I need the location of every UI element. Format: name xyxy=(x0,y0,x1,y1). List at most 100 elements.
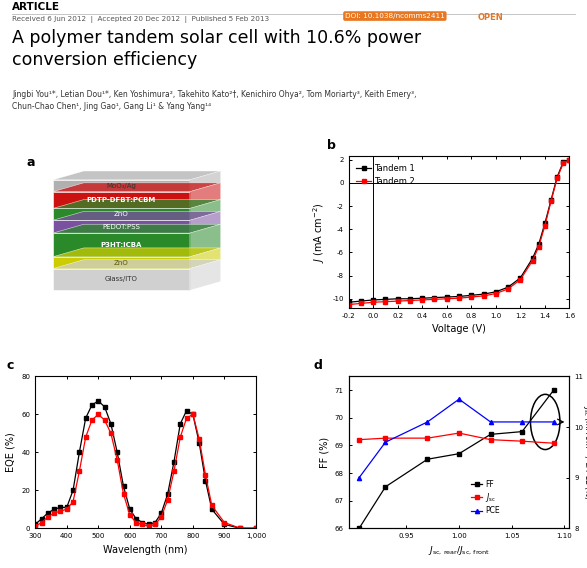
Polygon shape xyxy=(53,257,190,269)
Polygon shape xyxy=(53,224,221,233)
Y-axis label: $J$ (mA cm$^{-2}$): $J$ (mA cm$^{-2}$) xyxy=(311,202,327,262)
Polygon shape xyxy=(190,199,221,220)
$J_\mathrm{sc}$ xyxy=(550,440,557,446)
Tandem 2 xyxy=(370,299,377,306)
Polygon shape xyxy=(190,183,221,208)
Polygon shape xyxy=(53,183,221,191)
Y-axis label: $J_\mathrm{sc}$ (mA cm$^{-2}$) & PCE (%): $J_\mathrm{sc}$ (mA cm$^{-2}$) & PCE (%) xyxy=(580,404,587,500)
Y-axis label: EQE (%): EQE (%) xyxy=(6,432,16,472)
Tandem 1 xyxy=(456,293,463,300)
$J_\mathrm{sc}$ xyxy=(382,435,389,441)
$J_\mathrm{sc}$ xyxy=(424,435,431,441)
Tandem 2 xyxy=(505,286,512,293)
PCE xyxy=(382,439,389,446)
Tandem 2 xyxy=(480,293,487,299)
Text: d: d xyxy=(313,359,322,372)
Legend: Tandem 1, Tandem 2: Tandem 1, Tandem 2 xyxy=(353,160,419,189)
Polygon shape xyxy=(53,171,221,180)
PCE xyxy=(356,474,363,481)
Line: Tandem 2: Tandem 2 xyxy=(347,158,571,306)
Tandem 1 xyxy=(560,158,567,165)
Tandem 1 xyxy=(468,292,475,299)
PCE xyxy=(518,419,525,425)
Tandem 2 xyxy=(357,300,365,307)
Tandem 2 xyxy=(560,160,567,166)
Tandem 1 xyxy=(548,197,555,204)
X-axis label: $J_\mathrm{sc,\,rear}/J_\mathrm{sc,\,front}$: $J_\mathrm{sc,\,rear}/J_\mathrm{sc,\,fro… xyxy=(428,545,490,557)
Tandem 1 xyxy=(394,295,402,302)
Tandem 1 xyxy=(535,241,542,248)
Tandem 2 xyxy=(548,198,555,205)
Text: b: b xyxy=(326,139,335,152)
Text: OPEN: OPEN xyxy=(478,13,504,22)
Polygon shape xyxy=(190,260,221,290)
Tandem 1 xyxy=(370,296,377,303)
Tandem 2 xyxy=(468,294,475,300)
FF xyxy=(456,450,463,457)
$J_\mathrm{sc}$ xyxy=(487,436,494,443)
Tandem 1 xyxy=(357,298,365,304)
Polygon shape xyxy=(53,220,190,233)
Text: MoO₃/Ag: MoO₃/Ag xyxy=(106,183,136,189)
PCE xyxy=(487,419,494,425)
Polygon shape xyxy=(53,269,190,290)
Tandem 1 xyxy=(480,291,487,298)
Text: ARTICLE: ARTICLE xyxy=(12,2,60,12)
FF xyxy=(356,525,363,532)
Text: A polymer tandem solar cell with 10.6% power
conversion efficiency: A polymer tandem solar cell with 10.6% p… xyxy=(12,29,421,69)
Polygon shape xyxy=(190,211,221,233)
Text: ZnO: ZnO xyxy=(114,211,129,218)
Text: c: c xyxy=(6,359,14,372)
Tandem 2 xyxy=(517,276,524,283)
Tandem 2 xyxy=(419,296,426,303)
Tandem 2 xyxy=(554,175,561,182)
FF xyxy=(424,456,431,462)
Text: P3HT:ICBA: P3HT:ICBA xyxy=(100,242,142,248)
Tandem 1 xyxy=(554,174,561,181)
Tandem 2 xyxy=(456,295,463,302)
Text: Jingbi You¹*, Letian Dou¹*, Ken Yoshimura², Takehito Kato²†, Kenichiro Ohya², To: Jingbi You¹*, Letian Dou¹*, Ken Yoshimur… xyxy=(12,90,417,111)
Text: DOI: 10.1038/ncomms2411: DOI: 10.1038/ncomms2411 xyxy=(345,13,445,19)
Line: Tandem 1: Tandem 1 xyxy=(347,158,571,304)
Text: PEDOT:PSS: PEDOT:PSS xyxy=(102,224,140,229)
$J_\mathrm{sc}$ xyxy=(518,438,525,445)
Text: a: a xyxy=(26,156,35,169)
Text: ZnO: ZnO xyxy=(114,260,129,266)
Tandem 1 xyxy=(382,296,389,303)
Tandem 2 xyxy=(406,297,413,304)
Tandem 2 xyxy=(492,290,500,297)
Text: Received 6 Jun 2012  |  Accepted 20 Dec 2012  |  Published 5 Feb 2013: Received 6 Jun 2012 | Accepted 20 Dec 20… xyxy=(12,16,269,23)
Polygon shape xyxy=(53,233,190,257)
Tandem 1 xyxy=(419,295,426,302)
Text: PDTP-DFBT:PCBM: PDTP-DFBT:PCBM xyxy=(87,197,156,203)
Polygon shape xyxy=(53,208,190,220)
Tandem 2 xyxy=(431,296,438,303)
Tandem 2 xyxy=(394,298,402,304)
Tandem 1 xyxy=(406,295,413,302)
Tandem 2 xyxy=(443,295,450,302)
Polygon shape xyxy=(190,224,221,257)
Y-axis label: FF (%): FF (%) xyxy=(319,437,329,468)
Line: $J_\mathrm{sc}$: $J_\mathrm{sc}$ xyxy=(357,431,556,445)
Tandem 1 xyxy=(443,294,450,300)
Tandem 2 xyxy=(382,298,389,305)
Tandem 1 xyxy=(492,289,500,295)
FF xyxy=(518,428,525,435)
Tandem 2 xyxy=(566,157,573,164)
PCE xyxy=(424,419,431,425)
Polygon shape xyxy=(53,180,190,191)
Polygon shape xyxy=(190,171,221,191)
Polygon shape xyxy=(53,191,190,208)
X-axis label: Wavelength (nm): Wavelength (nm) xyxy=(103,545,188,555)
Polygon shape xyxy=(53,260,221,269)
Legend: FF, $J_\mathrm{sc}$, PCE: FF, $J_\mathrm{sc}$, PCE xyxy=(468,477,503,519)
Tandem 1 xyxy=(517,274,524,281)
Tandem 1 xyxy=(431,294,438,301)
Tandem 1 xyxy=(529,255,536,262)
Line: FF: FF xyxy=(357,388,556,531)
Polygon shape xyxy=(190,248,221,269)
Polygon shape xyxy=(53,248,221,257)
FF xyxy=(487,431,494,438)
Tandem 1 xyxy=(541,220,548,227)
Tandem 1 xyxy=(505,284,512,291)
